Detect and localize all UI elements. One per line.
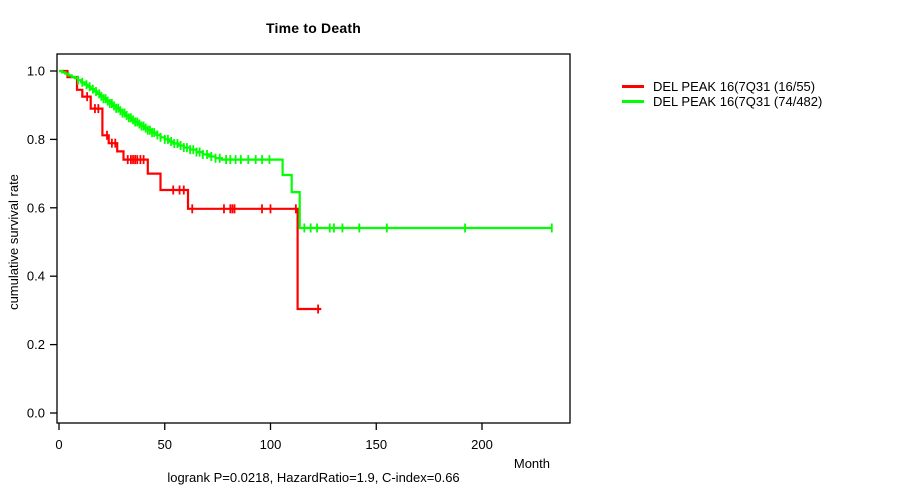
legend-entry-green: DEL PEAK 16(7Q31 (74/482) [622, 94, 822, 109]
y-tick-label: 0.0 [27, 406, 45, 421]
x-tick-label: 0 [55, 437, 62, 452]
legend: DEL PEAK 16(7Q31 (16/55) DEL PEAK 16(7Q3… [622, 79, 822, 109]
x-tick-label: 50 [158, 437, 172, 452]
x-tick-label: 100 [260, 437, 282, 452]
legend-line-green-icon [622, 100, 644, 103]
y-tick-label: 1.0 [27, 64, 45, 79]
x-tick-label: 150 [365, 437, 387, 452]
y-tick-label: 0.4 [27, 269, 45, 284]
x-tick-label: 200 [471, 437, 493, 452]
stats-annotation: logrank P=0.0218, HazardRatio=1.9, C-ind… [167, 470, 460, 485]
y-tick-label: 0.8 [27, 132, 45, 147]
y-tick-label: 0.2 [27, 337, 45, 352]
plot-box [56, 53, 571, 424]
legend-label-green: DEL PEAK 16(7Q31 (74/482) [653, 94, 823, 109]
y-tick-label: 0.6 [27, 200, 45, 215]
legend-label-red: DEL PEAK 16(7Q31 (16/55) [653, 79, 816, 94]
x-axis-label: Month [513, 456, 550, 471]
survival-curve-green [59, 69, 552, 230]
legend-entry-red: DEL PEAK 16(7Q31 (16/55) [622, 79, 822, 94]
legend-line-red-icon [622, 85, 644, 88]
chart-title: Time to Death [266, 20, 361, 36]
